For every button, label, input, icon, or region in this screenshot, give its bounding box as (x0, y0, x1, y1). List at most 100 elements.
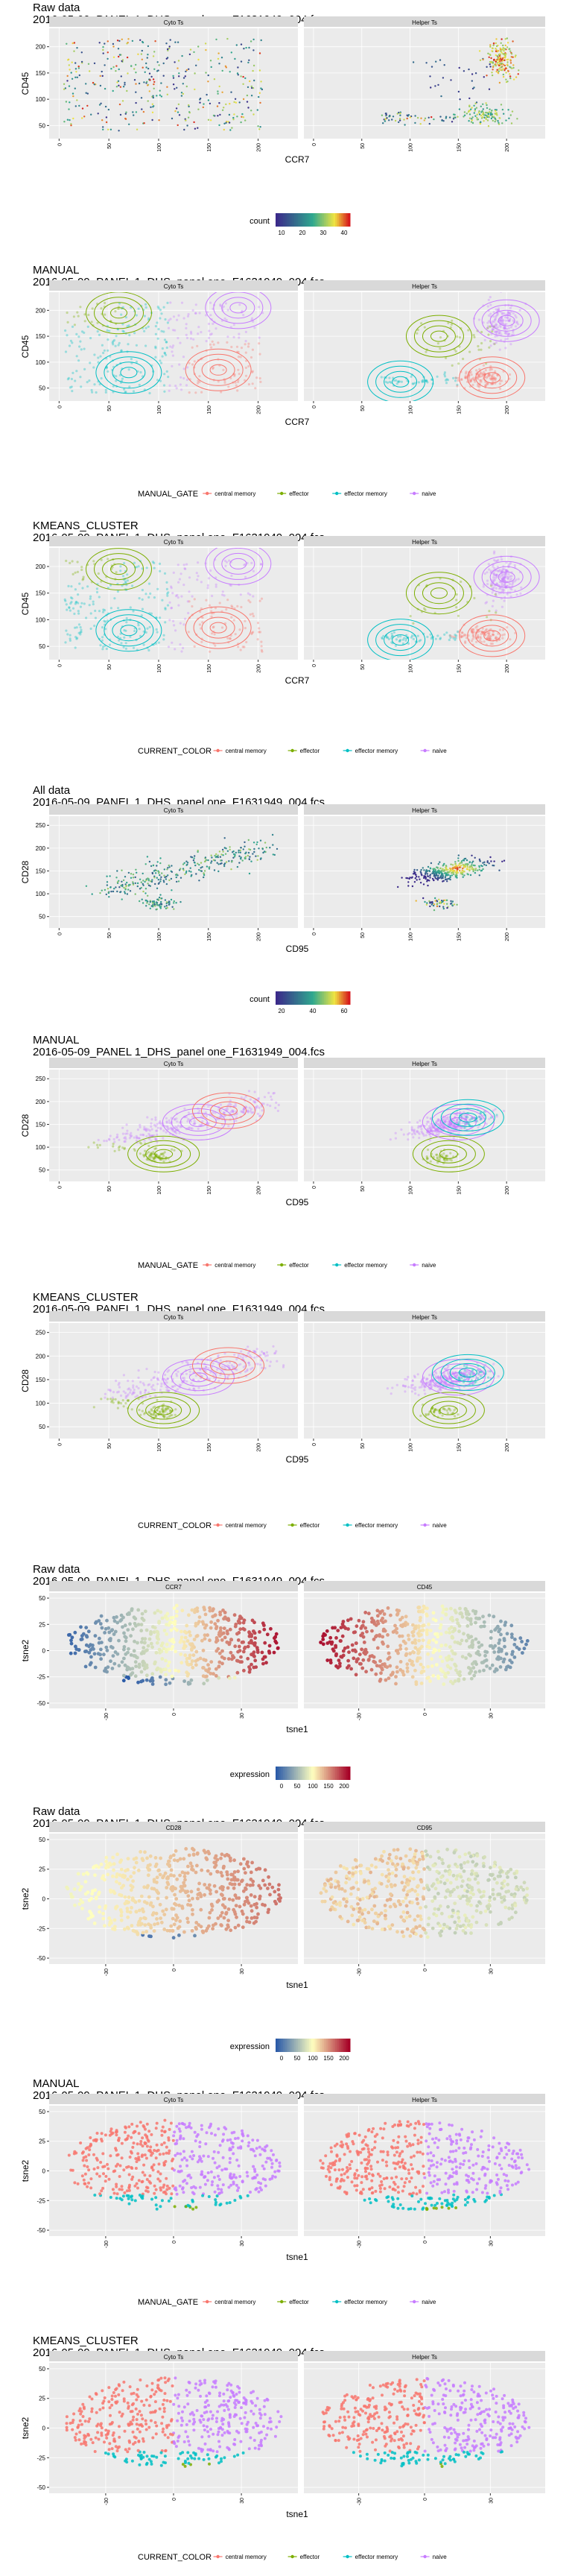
data-point (497, 559, 499, 561)
data-point (106, 648, 108, 650)
data-point (266, 1351, 268, 1354)
data-point (234, 854, 235, 856)
data-point (151, 119, 153, 121)
data-point (261, 1351, 263, 1353)
data-point (193, 51, 194, 53)
x-tick-label: 150 (457, 143, 462, 152)
data-point (203, 877, 204, 878)
data-point (135, 64, 136, 66)
data-point (493, 865, 495, 866)
data-point (451, 323, 453, 326)
data-point (94, 63, 95, 64)
data-point (168, 1120, 171, 1122)
data-point (192, 338, 194, 341)
data-point (193, 1387, 195, 1389)
data-point (471, 116, 473, 118)
data-point (486, 580, 489, 582)
data-point (144, 1129, 147, 1131)
data-point (433, 905, 434, 906)
data-point (142, 883, 144, 885)
data-point (159, 1410, 161, 1412)
data-point (401, 877, 402, 878)
data-point (63, 121, 65, 122)
data-point (504, 327, 506, 329)
data-point (426, 902, 428, 903)
data-point (403, 119, 404, 120)
data-point (243, 564, 245, 566)
data-point (468, 870, 470, 871)
data-point (509, 343, 512, 345)
data-point (92, 601, 95, 603)
data-point (407, 1376, 409, 1378)
data-point (431, 903, 433, 905)
data-point (509, 638, 511, 640)
data-point (225, 847, 226, 849)
data-point (153, 876, 155, 877)
data-point (169, 318, 171, 320)
data-point (149, 626, 151, 628)
data-point (104, 64, 105, 66)
data-point (466, 873, 468, 874)
data-point (515, 325, 517, 327)
data-point (424, 876, 425, 877)
section-title: MANUAL (33, 1034, 80, 1046)
data-point (244, 858, 246, 859)
data-point (101, 377, 103, 379)
data-point (115, 70, 116, 72)
data-point (189, 54, 191, 55)
data-point (86, 105, 88, 107)
x-tick-label: 100 (157, 1186, 162, 1195)
data-point (439, 877, 441, 878)
data-point (495, 611, 497, 613)
data-point (477, 1126, 479, 1128)
x-tick-label: 50 (107, 932, 112, 938)
data-point (159, 880, 161, 882)
x-tick-label: 100 (409, 664, 414, 673)
data-point (80, 606, 82, 608)
data-point (149, 861, 150, 862)
data-point (169, 602, 171, 604)
data-point (172, 620, 174, 622)
data-point (445, 378, 448, 380)
data-point (249, 601, 251, 603)
data-point (143, 1155, 145, 1158)
data-point (108, 109, 109, 110)
data-point (507, 109, 509, 110)
data-point (153, 865, 154, 866)
data-point (488, 569, 490, 571)
data-point (471, 373, 473, 376)
data-point (258, 627, 260, 629)
data-point (107, 338, 109, 341)
data-point (203, 103, 204, 104)
data-point (127, 1380, 129, 1382)
data-point (477, 349, 480, 351)
data-point (223, 1352, 226, 1354)
data-point (413, 1130, 415, 1132)
data-point (139, 1124, 141, 1126)
data-point (225, 608, 227, 610)
data-point (382, 122, 384, 124)
data-point (259, 600, 261, 602)
data-point (185, 1380, 188, 1383)
data-point (460, 865, 462, 866)
data-point (491, 72, 492, 73)
data-point (223, 107, 224, 108)
data-point (212, 341, 214, 343)
data-point (177, 596, 179, 599)
data-point (130, 606, 132, 608)
data-point (139, 1391, 142, 1393)
data-point (399, 115, 401, 116)
data-point (473, 869, 474, 871)
data-point (166, 302, 168, 304)
data-point (147, 57, 148, 58)
data-point (272, 1345, 274, 1348)
data-point (252, 1100, 255, 1102)
data-point (245, 375, 247, 377)
data-point (103, 620, 105, 622)
data-point (173, 315, 175, 318)
data-point (505, 38, 506, 40)
data-point (507, 576, 509, 578)
data-point (135, 869, 136, 871)
data-point (146, 566, 148, 569)
data-point (142, 891, 144, 892)
